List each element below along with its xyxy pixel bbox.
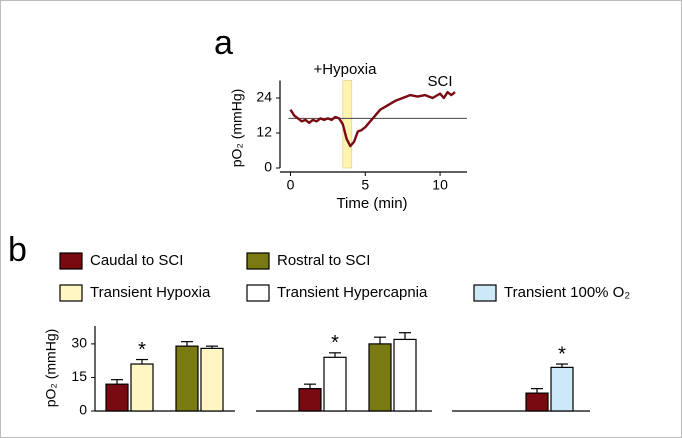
legend-swatch bbox=[246, 252, 270, 270]
legend-swatch bbox=[59, 284, 83, 302]
bar bbox=[525, 392, 549, 412]
hypoxia-label: +Hypoxia bbox=[314, 61, 378, 78]
bar bbox=[175, 345, 199, 412]
data-line bbox=[289, 90, 456, 148]
legend-label: Transient Hypercapnia bbox=[277, 284, 428, 301]
legend-label: Rostral to SCI bbox=[277, 252, 370, 269]
y-tick-label: 24 bbox=[256, 89, 272, 105]
bar bbox=[130, 363, 154, 412]
legend-label: Caudal to SCI bbox=[90, 252, 183, 269]
y-tick-label: 30 bbox=[71, 335, 87, 351]
y-tick-label: 0 bbox=[79, 402, 87, 418]
legend-label: Transient 100% O₂ bbox=[504, 284, 630, 301]
x-tick-label: 10 bbox=[432, 177, 448, 193]
legend-swatch bbox=[473, 284, 497, 302]
bar bbox=[200, 347, 224, 412]
significance-star: * bbox=[138, 339, 146, 361]
x-axis-title: Time (min) bbox=[336, 195, 407, 212]
y-tick-label: 0 bbox=[264, 159, 272, 175]
bar bbox=[550, 366, 574, 412]
hypoxia-span bbox=[342, 80, 353, 169]
bar bbox=[393, 338, 417, 412]
y-tick-label: 12 bbox=[256, 124, 272, 140]
sci-label: SCI bbox=[427, 73, 452, 90]
bar bbox=[298, 388, 322, 412]
x-tick-label: 5 bbox=[361, 177, 369, 193]
y-tick-label: 15 bbox=[71, 368, 87, 384]
panel-label: b bbox=[8, 231, 27, 269]
bar bbox=[368, 343, 392, 412]
panel-label: a bbox=[214, 24, 233, 62]
legend-label: Transient Hypoxia bbox=[90, 284, 211, 301]
legend-swatch bbox=[59, 252, 83, 270]
x-tick-label: 0 bbox=[287, 177, 295, 193]
significance-star: * bbox=[558, 343, 566, 365]
legend-swatch bbox=[246, 284, 270, 302]
bar bbox=[323, 356, 347, 412]
bar bbox=[105, 383, 129, 412]
y-axis-title: pO₂ (mmHg) bbox=[43, 329, 59, 408]
significance-star: * bbox=[331, 332, 339, 354]
y-axis-title: pO₂ (mmHg) bbox=[229, 89, 245, 168]
